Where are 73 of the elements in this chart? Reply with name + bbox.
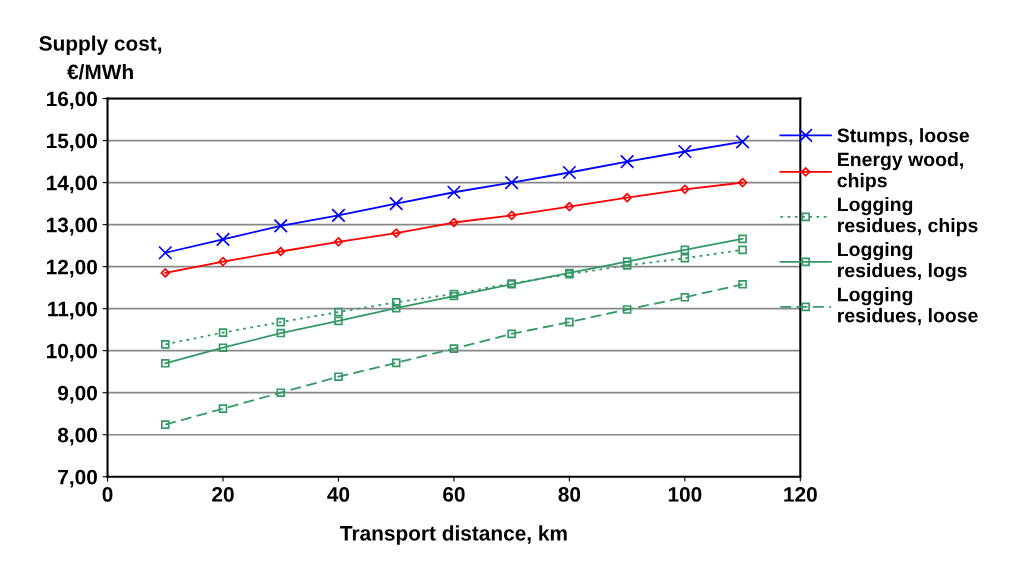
point <box>273 218 288 233</box>
point <box>677 144 692 159</box>
legend-label: Stumps, loose <box>837 128 969 147</box>
point <box>160 358 170 368</box>
legend-label: Logging residues, logs <box>838 241 967 282</box>
point <box>391 303 401 313</box>
x-tick-label: 60 <box>443 487 465 502</box>
y-tick-label: 9,00 <box>57 385 97 404</box>
point <box>680 253 690 263</box>
point <box>160 268 171 278</box>
x-tick-label: 120 <box>784 487 817 502</box>
point <box>737 177 748 188</box>
point <box>680 184 690 195</box>
point <box>391 298 401 307</box>
point <box>622 257 632 266</box>
x-tick-label: 20 <box>212 487 234 502</box>
point <box>680 245 690 255</box>
point <box>738 234 747 244</box>
x-tick-label: 40 <box>327 487 350 502</box>
point <box>622 192 632 203</box>
point <box>276 328 286 338</box>
legend-label: Logging residues, chips <box>838 197 978 237</box>
x-tick-label: 100 <box>668 487 702 502</box>
point <box>218 343 228 353</box>
point <box>276 388 286 398</box>
point <box>504 175 519 190</box>
point <box>218 404 228 413</box>
point <box>215 232 231 247</box>
legend-label: Logging residues, loose <box>838 287 978 326</box>
point <box>389 196 404 211</box>
point <box>565 317 574 327</box>
point <box>333 237 344 247</box>
point <box>331 208 346 223</box>
point <box>622 305 632 314</box>
x-tick-label: 0 <box>102 487 113 502</box>
point <box>680 293 690 302</box>
point <box>275 246 286 257</box>
point <box>449 344 459 353</box>
point <box>160 340 170 349</box>
point <box>562 165 577 180</box>
point <box>738 245 747 255</box>
point <box>218 256 228 267</box>
y-tick-label: 12,00 <box>47 259 97 278</box>
point <box>391 358 401 368</box>
y-tick-label: 8,00 <box>57 427 97 446</box>
point <box>622 261 632 270</box>
y-tick-label: 10,00 <box>47 343 97 362</box>
point <box>334 316 343 326</box>
point <box>449 217 459 228</box>
point <box>564 201 575 212</box>
y-tick-label: 13,00 <box>47 217 97 236</box>
y-tick-label: 7,00 <box>58 469 97 488</box>
point <box>160 420 170 429</box>
x-axis-title: Transport distance, km <box>340 525 567 545</box>
point <box>158 245 173 260</box>
y-axis-title: Supply cost, €/MWh <box>39 35 162 80</box>
y-tick-label: 14,00 <box>47 175 97 194</box>
x-tick-label: 80 <box>558 487 581 502</box>
point <box>507 329 516 339</box>
point <box>334 372 343 382</box>
y-tick-label: 16,00 <box>47 91 97 110</box>
point <box>620 154 635 169</box>
legend-label: Energy wood, chips <box>837 152 963 192</box>
point <box>735 134 750 149</box>
point <box>738 279 747 289</box>
point <box>334 307 343 317</box>
point <box>391 228 401 238</box>
point <box>218 328 228 337</box>
y-tick-label: 11,00 <box>48 301 97 320</box>
point <box>276 317 286 327</box>
point <box>446 185 462 200</box>
y-tick-label: 15,00 <box>47 133 97 152</box>
point <box>506 210 517 221</box>
